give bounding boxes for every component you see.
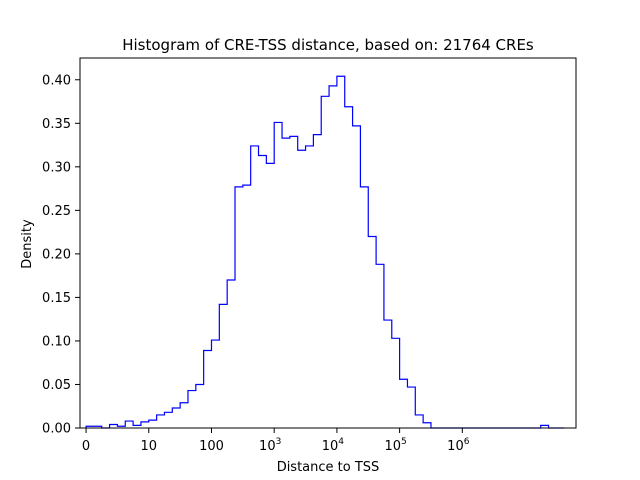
x-tick-label: 10: [141, 439, 158, 454]
x-tick-label: 100: [199, 439, 224, 454]
x-tick-label: 104: [322, 437, 345, 454]
y-tick-label: 0.05: [42, 378, 71, 393]
chart-title: Histogram of CRE-TSS distance, based on:…: [122, 36, 534, 54]
y-tick-label: 0.35: [42, 117, 71, 132]
axes-frame: [79, 57, 577, 429]
y-axis-label: Density: [20, 219, 35, 269]
y-tick-label: 0.30: [42, 160, 71, 175]
x-tick-label: 0: [82, 439, 90, 454]
y-tick-label: 0.40: [42, 73, 71, 88]
y-tick-label: 0.00: [42, 422, 71, 437]
plot-area: 0 10 100 103 104 105 106 0.00 0.05 0.10 0.15 0.20 0.…: [42, 57, 577, 454]
x-axis-label: Distance to TSS: [277, 460, 380, 475]
x-tick-label: 105: [384, 437, 406, 454]
x-tick-label: 103: [259, 437, 281, 454]
y-tick-label: 0.10: [42, 334, 71, 349]
y-tick-label: 0.20: [42, 247, 71, 262]
y-tick-label: 0.15: [42, 291, 71, 306]
histogram-step-line: [85, 75, 565, 429]
y-tick-label: 0.25: [42, 204, 71, 219]
x-tick-label: 106: [447, 437, 470, 454]
